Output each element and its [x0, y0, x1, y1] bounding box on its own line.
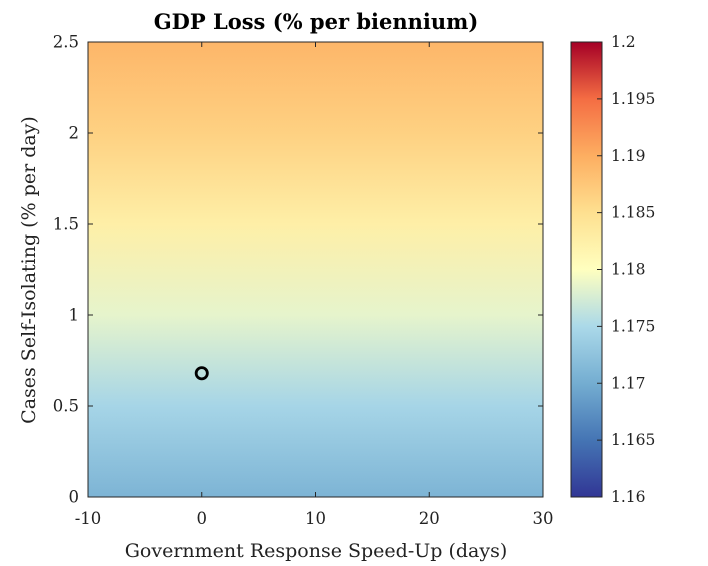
x-tick-label: 0: [197, 509, 208, 528]
heatmap-surface: [88, 42, 543, 497]
chart-title: GDP Loss (% per biennium): [154, 9, 479, 34]
x-tick-label: -10: [75, 509, 102, 528]
colorbar-frame: [570, 41, 603, 498]
x-axis-label: Government Response Speed-Up (days): [125, 540, 508, 562]
plot-area: -10 0 10 20 30 0 0.5 1 1.5 2 2.5: [53, 33, 554, 529]
colorbar-gradient: [571, 42, 602, 497]
colorbar-tick-label: 1.195: [611, 90, 655, 108]
colorbar-tick-label: 1.16: [611, 488, 646, 506]
colorbar-tick-label: 1.17: [611, 374, 646, 392]
colorbar-tick-label: 1.18: [611, 261, 646, 279]
y-tick-label: 0: [69, 488, 80, 507]
colorbar-tick-label: 1.175: [611, 317, 655, 335]
y-tick-label: 1.5: [53, 215, 79, 234]
x-tick-label: 30: [533, 509, 554, 528]
y-tick-label: 0.5: [53, 397, 79, 416]
colorbar-tick-label: 1.2: [611, 33, 636, 51]
x-tick-label: 10: [305, 509, 326, 528]
colorbar: 1.16 1.165 1.17 1.175 1.18 1.185 1.19 1.195 1.2: [570, 33, 655, 506]
colorbar-tick-label: 1.19: [611, 147, 646, 165]
colorbar-tick-label: 1.185: [611, 204, 655, 222]
y-axis-ticks: 0 0.5 1 1.5 2 2.5: [53, 33, 543, 507]
y-tick-label: 2.5: [53, 33, 79, 52]
y-tick-label: 2: [69, 124, 80, 143]
colorbar-ticks: 1.16 1.165 1.17 1.175 1.18 1.185 1.19 1.195 1.2: [597, 33, 655, 506]
x-axis-ticks: -10 0 10 20 30: [75, 42, 554, 528]
y-axis-label: Cases Self-Isolating (% per day): [18, 116, 40, 424]
y-tick-label: 1: [69, 306, 80, 325]
plot-frame: [87, 41, 544, 498]
colorbar-tick-label: 1.165: [611, 431, 655, 449]
current-policy-marker: [194, 366, 209, 381]
x-tick-label: 20: [419, 509, 440, 528]
